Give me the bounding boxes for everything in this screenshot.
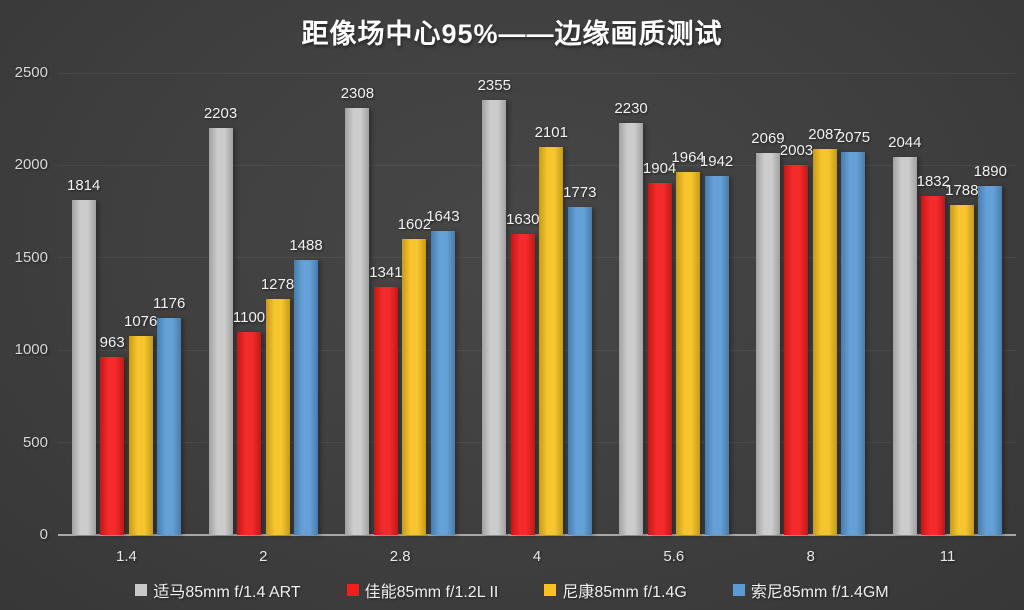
bar-series-3-group-0 <box>157 317 182 535</box>
bar-series-1-group-2 <box>373 287 398 535</box>
bar-value-label: 2355 <box>477 76 511 94</box>
legend-swatch-icon <box>135 584 148 596</box>
bar-series-1-group-5 <box>784 164 809 535</box>
bar-value-label: 1278 <box>260 275 295 293</box>
x-axis-category-label: 2 <box>259 548 268 565</box>
legend-item-1: 佳能85mm f/1.2L II <box>346 578 499 602</box>
bar-series-1-group-3 <box>510 233 535 535</box>
bar-value-label: 1890 <box>973 162 1007 180</box>
bar-value-label: 1630 <box>506 210 540 228</box>
bar-value-label: 2230 <box>614 99 648 117</box>
bar-series-3-group-3 <box>567 207 592 535</box>
bar-series-3-group-1 <box>294 260 319 535</box>
bar-value-label: 1942 <box>699 153 734 171</box>
bar-series-3-group-6 <box>978 185 1003 535</box>
bar-series-0-group-0 <box>71 199 96 535</box>
y-axis-tick-label: 500 <box>22 433 48 451</box>
x-axis-category-label: 2.8 <box>389 548 411 565</box>
bar-series-1-group-0 <box>100 357 125 535</box>
chart-title: 距像场中心95%——边缘画质测试 <box>301 19 723 49</box>
bar-value-label: 1341 <box>369 264 403 282</box>
gridline <box>58 72 1016 74</box>
bar-series-3-group-5 <box>841 151 866 535</box>
bar-series-3-group-2 <box>430 231 455 535</box>
bar-value-label: 1643 <box>426 208 460 226</box>
legend-item-label: 佳能85mm f/1.2L II <box>364 584 499 601</box>
bar-series-0-group-2 <box>345 108 370 535</box>
legend: 适马85mm f/1.4 ART 佳能85mm f/1.2L II 尼康85mm f… <box>0 578 1024 602</box>
y-axis-tick-label: 2500 <box>14 64 48 81</box>
x-axis-line <box>58 534 1016 536</box>
bar-value-label: 1602 <box>397 215 432 233</box>
x-axis-category-label: 4 <box>532 548 542 565</box>
x-axis-category-label: 8 <box>806 548 815 565</box>
legend-item-0: 适马85mm f/1.4 ART <box>135 578 301 602</box>
bar-value-label: 963 <box>99 334 125 352</box>
bar-series-0-group-5 <box>755 152 780 535</box>
bar-value-label: 1076 <box>123 313 158 331</box>
bar-value-label: 2308 <box>340 85 375 103</box>
bar-value-label: 1964 <box>671 149 705 167</box>
bar-series-0-group-6 <box>892 157 917 535</box>
bar-value-label: 2069 <box>751 129 785 147</box>
y-axis-tick-label: 0 <box>39 526 48 543</box>
bar-value-label: 1773 <box>563 184 597 202</box>
bar-value-label: 1814 <box>66 176 101 194</box>
bar-series-2-group-2 <box>402 238 427 535</box>
bar-series-0-group-1 <box>208 127 233 535</box>
legend-item-label: 适马85mm f/1.4 ART <box>153 584 301 601</box>
bar-series-3-group-4 <box>704 176 729 535</box>
bar-value-label: 2203 <box>203 104 238 122</box>
bar-series-2-group-6 <box>949 204 974 535</box>
gridline <box>58 257 1016 259</box>
x-axis-category-label: 11 <box>939 548 956 565</box>
legend-item-2: 尼康85mm f/1.4G <box>544 578 687 602</box>
legend-item-3: 索尼85mm f/1.4GM <box>732 578 889 602</box>
legend-swatch-icon <box>346 584 359 596</box>
bar-series-2-group-3 <box>539 146 564 535</box>
bar-value-label: 2044 <box>888 134 922 152</box>
bar-value-label: 2075 <box>836 128 871 146</box>
bar-series-2-group-5 <box>812 149 837 535</box>
bar-value-label: 1176 <box>153 294 186 312</box>
bar-value-label: 2087 <box>808 126 842 144</box>
bar-series-0-group-4 <box>619 122 644 535</box>
bar-value-label: 2003 <box>779 141 814 159</box>
bar-series-2-group-1 <box>265 298 290 535</box>
bar-series-2-group-0 <box>128 336 153 535</box>
x-axis-category-label: 1.4 <box>115 548 137 565</box>
bar-value-label: 1488 <box>289 237 323 255</box>
bar-series-1-group-4 <box>647 183 672 535</box>
bar-value-label: 1904 <box>642 160 677 178</box>
y-axis-tick-label: 2000 <box>14 156 48 174</box>
x-axis-category-label: 5.6 <box>663 548 685 565</box>
bar-series-2-group-4 <box>676 172 701 535</box>
gridline <box>58 349 1016 351</box>
bar-series-0-group-3 <box>482 99 507 535</box>
bar-series-1-group-6 <box>921 196 946 535</box>
bar-value-label: 1832 <box>916 173 950 191</box>
legend-swatch-icon <box>732 584 745 596</box>
bar-value-label: 1788 <box>945 181 979 199</box>
bar-value-label: 1100 <box>232 308 266 326</box>
legend-item-label: 尼康85mm f/1.4G <box>562 584 687 601</box>
bar-series-1-group-1 <box>237 331 262 535</box>
y-axis-tick-label: 1000 <box>14 341 48 359</box>
y-axis-tick-label: 1500 <box>14 248 48 266</box>
bar-value-label: 2101 <box>534 123 568 141</box>
legend-item-label: 索尼85mm f/1.4GM <box>750 584 889 601</box>
legend-swatch-icon <box>544 584 557 596</box>
gridline <box>58 164 1016 166</box>
gridline <box>58 442 1016 444</box>
